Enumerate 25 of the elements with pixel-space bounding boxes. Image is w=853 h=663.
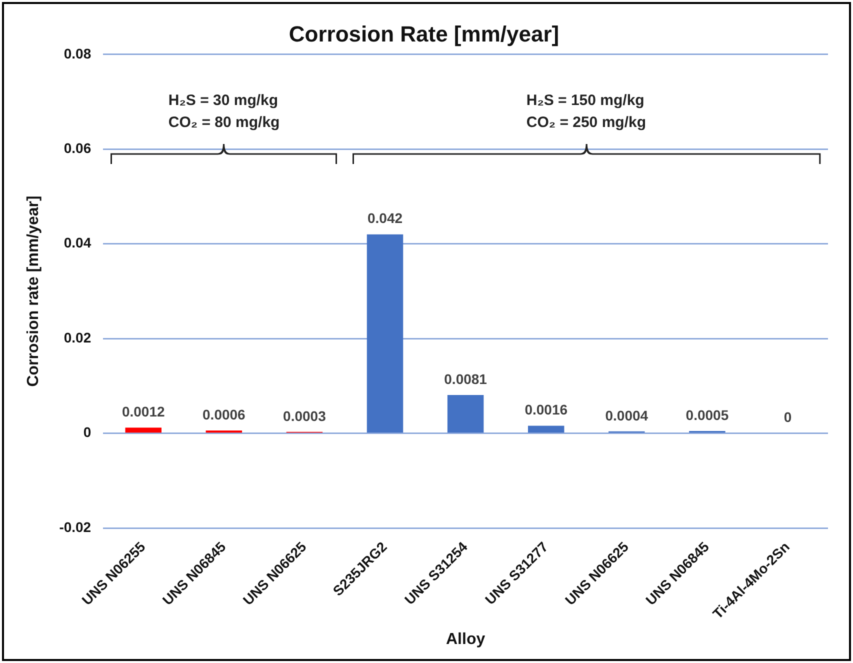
y-tick-label: 0 bbox=[83, 424, 92, 440]
annotation: H₂S = 150 mg/kg CO₂ = 250 mg/kg bbox=[526, 91, 646, 134]
bar bbox=[125, 428, 162, 433]
data-label: 0.0016 bbox=[524, 402, 568, 418]
chart-title: Corrosion Rate [mm/year] bbox=[288, 21, 560, 46]
y-tick-label: 0.08 bbox=[64, 45, 92, 62]
y-tick-label: 0.04 bbox=[64, 234, 92, 251]
y-tick-label: 0.02 bbox=[64, 329, 92, 346]
bar bbox=[206, 430, 242, 433]
bar bbox=[447, 394, 484, 433]
data-label: 0.042 bbox=[367, 210, 403, 226]
annotation: H₂S = 30 mg/kg CO₂ = 80 mg/kg bbox=[168, 91, 280, 134]
data-label: 0 bbox=[784, 409, 792, 426]
y-tick-label: -0.02 bbox=[59, 518, 92, 535]
y-axis-title: Corrosion rate [mm/year] bbox=[25, 196, 42, 387]
data-label: 0.0081 bbox=[444, 370, 488, 387]
data-label: 0.0012 bbox=[122, 404, 165, 420]
data-label: 0.0003 bbox=[283, 408, 326, 424]
bar bbox=[366, 234, 404, 433]
data-label: 0.0004 bbox=[605, 407, 648, 424]
bar bbox=[528, 426, 564, 433]
y-tick-label: 0.06 bbox=[64, 140, 92, 156]
x-axis-title: Alloy bbox=[446, 630, 486, 648]
data-label: 0.0005 bbox=[686, 406, 729, 423]
data-label: 0.0006 bbox=[202, 406, 246, 422]
